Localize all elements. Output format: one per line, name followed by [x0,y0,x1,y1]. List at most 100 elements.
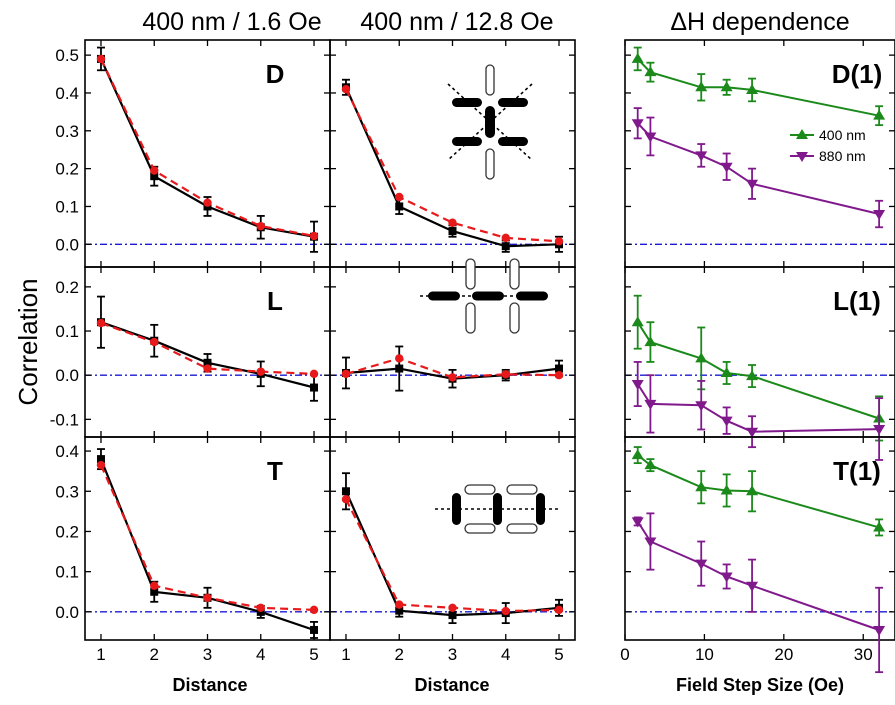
data-point-circle [309,231,319,241]
data-point-circle [256,221,265,231]
data-point-triangle-up [644,66,657,77]
data-point-triangle-up [644,336,657,347]
data-point-triangle-up [695,352,708,363]
data-point-triangle-up [631,449,644,460]
x-tick-label: 2 [150,645,159,664]
panel-L-col1: -0.1 0.0 0.1 0.2 L [50,266,331,438]
data-point-circle [341,369,351,379]
data-point-triangle-up [746,485,759,496]
data-point-triangle-down [631,517,644,528]
column-title-2: 400 nm / 12.8 Oe [360,8,553,36]
data-point-triangle-down [873,210,886,221]
x-axis-label-2: Distance [414,675,489,695]
data-point-square [150,587,159,596]
y-tick-label: 0.4 [55,84,79,103]
y-tick-label: 0.3 [55,122,79,141]
y-tick-label: 0.5 [55,46,79,65]
panel-D-col1: 0.0 0.1 0.2 0.3 0.4 0.5 D [55,39,331,268]
data-point-triangle-down [746,581,759,592]
data-point-circle [554,605,564,615]
diagonal-lattice-icon [447,64,533,180]
x-tick-label: 3 [203,645,212,664]
data-point-triangle-down [695,151,708,162]
x-tick-label: 3 [448,645,457,664]
panel-frame [84,266,331,438]
data-point-triangle-up [720,366,733,377]
data-point-triangle-up [873,521,886,532]
data-point-triangle-down [644,537,657,548]
data-point-triangle-up [644,459,657,470]
column-title-3: ΔH dependence [670,8,849,36]
series-line-fit [345,88,560,243]
legend-label: 400 nm [819,127,866,143]
y-tick-label: 0.0 [55,235,79,254]
data-point-square [310,383,319,392]
data-point-triangle-up [631,52,644,63]
data-point-square [555,364,564,373]
data-point-square [395,202,404,211]
y-tick-label: 0.1 [55,563,79,582]
data-point-circle [501,233,510,243]
data-point-circle [256,603,265,613]
panel-label: T [267,456,283,486]
y-tick-label: 0.1 [55,322,79,341]
panel-L1-col3: L(1) [624,266,895,461]
panel-D1-col3: D(1) 400 nm 880 nm [624,39,895,268]
data-point-circle [256,367,265,376]
x-tick-label: 2 [395,645,404,664]
data-point-triangle-down [720,162,733,173]
panel-label: L(1) [833,286,881,316]
data-point-circle [150,166,159,175]
panel-L-col2 [329,266,576,438]
data-point-square [341,487,350,496]
data-point-circle [448,603,457,613]
data-point-circle [341,84,351,94]
y-axis-label: Correlation [13,278,43,405]
data-point-triangle-up [695,481,708,492]
y-tick-label: 0.4 [55,442,79,461]
x-axis-label-1: Distance [172,675,247,695]
data-point-triangle-up [720,81,733,92]
x-tick-label: 0 [620,645,629,664]
data-point-circle [309,369,319,379]
data-point-triangle-down [746,427,759,438]
x-tick-label: 4 [501,645,510,664]
panel-label: D(1) [832,59,883,89]
x-tick-label: 20 [774,645,793,664]
panel-label: T(1) [833,456,881,486]
panel-frame [624,436,895,641]
data-point-triangle-down [873,425,886,436]
y-tick-label: -0.1 [50,410,79,429]
data-point-square [150,172,159,181]
data-point-triangle-down [695,401,708,412]
data-point-circle [448,218,457,227]
legend: 400 nm 880 nm [790,127,866,164]
data-point-square [395,606,404,615]
panel-T-col2: 1 2 3 4 5 [329,436,576,664]
panel-label: L [267,286,283,316]
data-point-circle [203,364,212,373]
panel-label: D [266,59,285,89]
x-tick-label: 1 [96,645,105,664]
data-point-circle [150,337,159,347]
data-point-triangle-up [746,83,759,94]
y-tick-label: 0.2 [55,522,79,541]
data-point-square [501,242,510,251]
data-point-circle [395,600,404,609]
data-point-square [310,625,319,634]
data-point-triangle-down [644,399,657,410]
longitudinal-lattice-icon [420,258,548,334]
y-tick-label: 0.3 [55,482,79,501]
data-point-circle [203,198,212,207]
data-point-circle [96,318,106,328]
series-line-fit [100,322,315,375]
series-line-nm880 [636,520,880,631]
data-point-triangle-down [746,179,759,190]
data-point-circle [501,606,510,616]
y-tick-label: 0.0 [55,366,79,385]
data-point-triangle-down [720,416,733,427]
data-point-triangle-down [873,625,886,636]
data-point-circle [395,354,404,363]
data-point-triangle-up [746,370,759,381]
data-point-square [448,227,457,236]
